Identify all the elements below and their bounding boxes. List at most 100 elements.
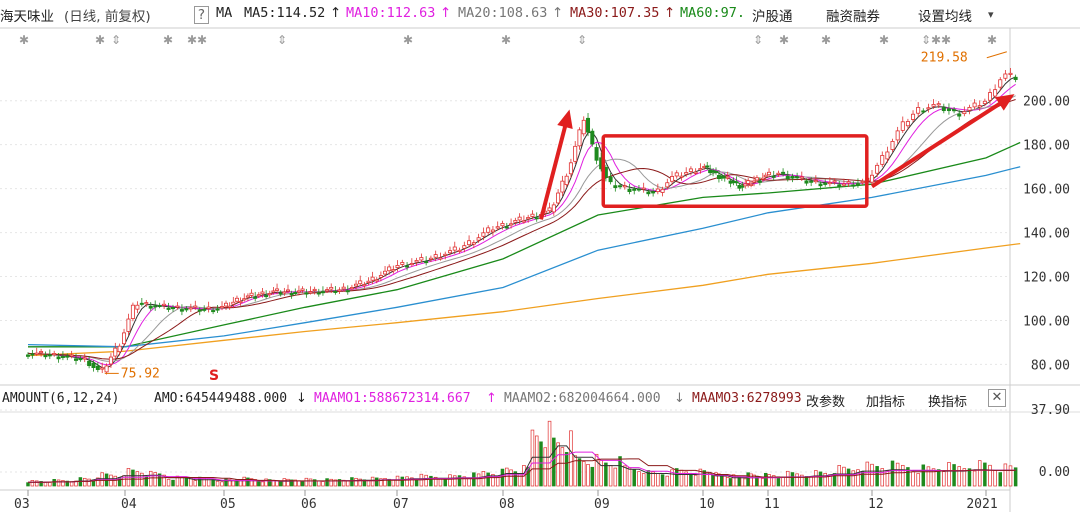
price-tick-label: 140.00 — [1023, 227, 1070, 242]
candle-body — [374, 279, 379, 282]
candle-body — [260, 291, 265, 295]
volume-bar — [632, 469, 636, 487]
event-marker-icon: ✱ — [187, 33, 197, 47]
chevron-down-icon[interactable]: ▾ — [988, 8, 994, 21]
candle-body — [278, 292, 283, 295]
volume-bar — [921, 464, 926, 487]
candle-body — [249, 292, 254, 296]
candle-body — [987, 92, 992, 101]
volume-bar — [52, 479, 56, 487]
event-marker-icon: ✱ — [987, 33, 997, 47]
event-marker-icon: ⇕ — [577, 33, 587, 47]
volume-bar — [162, 474, 166, 487]
candle-body — [651, 191, 656, 194]
volume-bar — [613, 467, 618, 487]
volume-bar — [534, 435, 539, 487]
candle-body — [267, 293, 272, 296]
candle-body — [293, 292, 298, 295]
amo-readout: AMO:645449488.000 — [154, 391, 288, 406]
price-tick-label: 180.00 — [1023, 139, 1070, 154]
hgt-link[interactable]: 沪股通 — [752, 9, 793, 25]
volume-bar — [227, 479, 232, 487]
candle-body — [632, 188, 637, 191]
volume-bar — [586, 464, 590, 487]
volume-bar — [215, 480, 220, 487]
event-marker-icon: ✱ — [19, 33, 29, 47]
candle-body — [202, 308, 207, 311]
candle-body — [573, 145, 578, 162]
volume-bar — [711, 474, 715, 487]
volume-bar — [851, 470, 856, 487]
volume-bar — [249, 478, 254, 487]
candle-body — [982, 100, 987, 105]
candle-body — [175, 305, 180, 308]
volume-bar — [180, 476, 184, 487]
month-label: 06 — [301, 497, 317, 512]
candle-body — [855, 183, 860, 186]
volume-bar — [670, 469, 674, 487]
volume-bar — [988, 464, 992, 487]
volume-bar — [1003, 463, 1008, 487]
volume-bar — [790, 472, 795, 487]
candle-body — [424, 261, 429, 264]
volume-bar — [333, 479, 338, 487]
maamo1-arrow: ↑ — [486, 391, 497, 406]
price-tick-label: 200.00 — [1023, 95, 1070, 110]
candle-body — [245, 295, 250, 298]
candle-body — [337, 289, 342, 292]
volume-bar — [375, 477, 379, 487]
candle-body — [30, 353, 35, 356]
volume-bar — [708, 473, 712, 487]
candle-body — [60, 355, 65, 358]
candle-body — [378, 275, 383, 278]
ma-settings-link[interactable]: 设置均线 — [918, 9, 972, 25]
candle-body — [206, 306, 211, 309]
volume-bar — [906, 467, 910, 487]
volume-bar — [1008, 465, 1013, 487]
candle-body — [846, 181, 851, 184]
chart-header-bar: 海天味业 (日线, 前复权) ? MA MA5:114.52 ↑ MA10:11… — [0, 0, 1080, 28]
volume-bar — [317, 480, 321, 487]
event-marker-icon: ✱ — [163, 33, 173, 47]
candle-body — [636, 188, 641, 191]
volume-bar — [321, 481, 325, 487]
volume-bar — [734, 475, 739, 487]
candle-body — [509, 223, 514, 226]
candle-body — [608, 176, 613, 183]
volume-bar — [875, 466, 879, 487]
month-label: 05 — [220, 497, 236, 512]
ma5-readout: MA5:114.52 — [244, 5, 326, 21]
volume-bar — [823, 472, 827, 487]
add-indicator-button[interactable]: 加指标 — [866, 395, 906, 410]
volume-bar — [901, 464, 905, 487]
candle-body — [972, 102, 977, 108]
candle-body — [757, 180, 762, 183]
candle-body — [771, 175, 776, 178]
ma30-readout: MA30:107.35 — [570, 5, 660, 21]
change-params-button[interactable]: 改参数 — [806, 395, 846, 410]
candle-body — [705, 165, 710, 168]
candle-body — [895, 130, 900, 141]
candle-body — [688, 168, 693, 172]
help-icon[interactable]: ? — [194, 6, 209, 24]
candle-body — [674, 172, 679, 177]
candle-body — [957, 113, 962, 117]
candle-body — [885, 151, 890, 160]
candle-body — [530, 213, 535, 217]
switch-indicator-button[interactable]: 换指标 — [928, 395, 968, 410]
candle-body — [220, 306, 225, 309]
candle-body — [734, 181, 739, 184]
margin-trading-link[interactable]: 融资融券 — [826, 9, 880, 25]
volume-bar — [509, 469, 513, 487]
event-marker-icon: ✱ — [821, 33, 831, 47]
candle-body — [804, 180, 809, 184]
volume-bar — [786, 470, 790, 487]
candle-body — [590, 130, 595, 145]
event-marker-icon: ⇕ — [753, 33, 763, 47]
volume-bar — [387, 478, 391, 487]
month-label: 09 — [594, 497, 610, 512]
close-icon[interactable]: ✕ — [988, 389, 1006, 407]
volume-bar — [832, 473, 837, 487]
volume-bar — [543, 447, 548, 487]
